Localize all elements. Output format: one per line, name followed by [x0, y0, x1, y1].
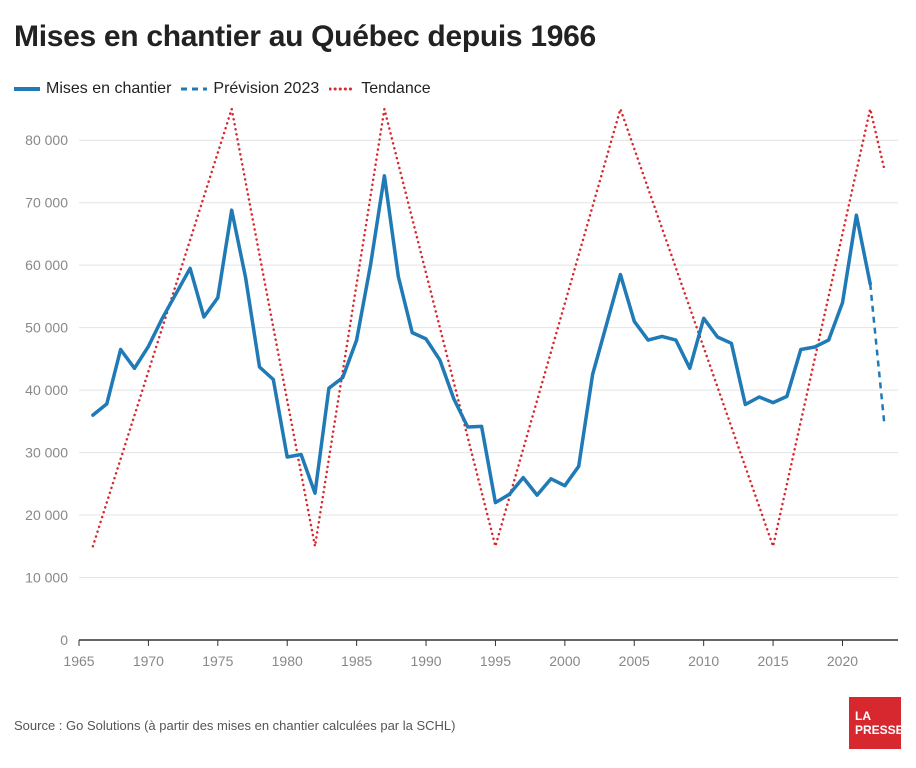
x-tick-label: 1970	[133, 653, 164, 669]
dashed-line-swatch-icon	[181, 87, 208, 91]
legend-label-mises-en-chantier: Mises en chantier	[46, 80, 172, 97]
chart-title: Mises en chantier au Québec depuis 1966	[14, 20, 596, 53]
x-tick-label: 1985	[341, 653, 372, 669]
x-tick-label: 1965	[63, 653, 94, 669]
y-tick-label: 40 000	[25, 382, 68, 398]
grid-lines	[79, 139, 898, 579]
legend: Mises en chantier Prévision 2023 Tendanc…	[14, 80, 441, 98]
x-tick-label: 2015	[757, 653, 788, 669]
legend-item-tendance: Tendance	[329, 80, 431, 98]
y-tick-label: 60 000	[25, 257, 68, 273]
x-tick-label: 2000	[549, 653, 580, 669]
y-tick-label: 0	[60, 632, 68, 648]
series-line-pr-vision-2023	[868, 283, 886, 422]
y-axis-ticks: 0 10 000 20 000 30 000 40 000 50 000 60 000 70 …	[25, 132, 68, 648]
y-tick-label: 80 000	[25, 132, 68, 148]
x-tick-label: 2020	[827, 653, 858, 669]
x-tick-label: 2010	[688, 653, 719, 669]
legend-item-mises-en-chantier: Mises en chantier	[14, 80, 171, 98]
x-tick-label: 1990	[410, 653, 441, 669]
x-tick-label: 1980	[272, 653, 303, 669]
x-tick-label: 2005	[619, 653, 650, 669]
line-chart: 0 10 000 20 000 30 000 40 000 50 000 60 000 70 …	[25, 107, 898, 669]
x-axis-ticks: 1965 1970 1975 1980 1985 1990 1995 2000 2005 2010…	[63, 640, 858, 669]
x-tick-label: 1975	[202, 653, 233, 669]
y-tick-label: 20 000	[25, 507, 68, 523]
y-tick-label: 30 000	[25, 445, 68, 461]
legend-label-tendance: Tendance	[361, 80, 431, 97]
series-lines	[91, 107, 886, 548]
series-line-tendance	[91, 107, 886, 548]
y-tick-label: 70 000	[25, 195, 68, 211]
dotted-line-swatch-icon	[329, 87, 356, 91]
series-line-mises-en-chantier	[91, 174, 872, 505]
solid-line-swatch-icon	[14, 87, 40, 91]
y-tick-label: 50 000	[25, 320, 68, 336]
logo-line-2: PRESSE	[855, 723, 904, 737]
source-note: Source : Go Solutions (à partir des mise…	[14, 718, 456, 733]
legend-item-prevision-2023: Prévision 2023	[181, 80, 319, 98]
x-tick-label: 1995	[480, 653, 511, 669]
y-tick-label: 10 000	[25, 570, 68, 586]
logo-line-1: LA	[855, 709, 871, 723]
legend-label-prevision-2023: Prévision 2023	[213, 80, 320, 97]
la-presse-logo: LA PRESSE	[849, 697, 904, 749]
